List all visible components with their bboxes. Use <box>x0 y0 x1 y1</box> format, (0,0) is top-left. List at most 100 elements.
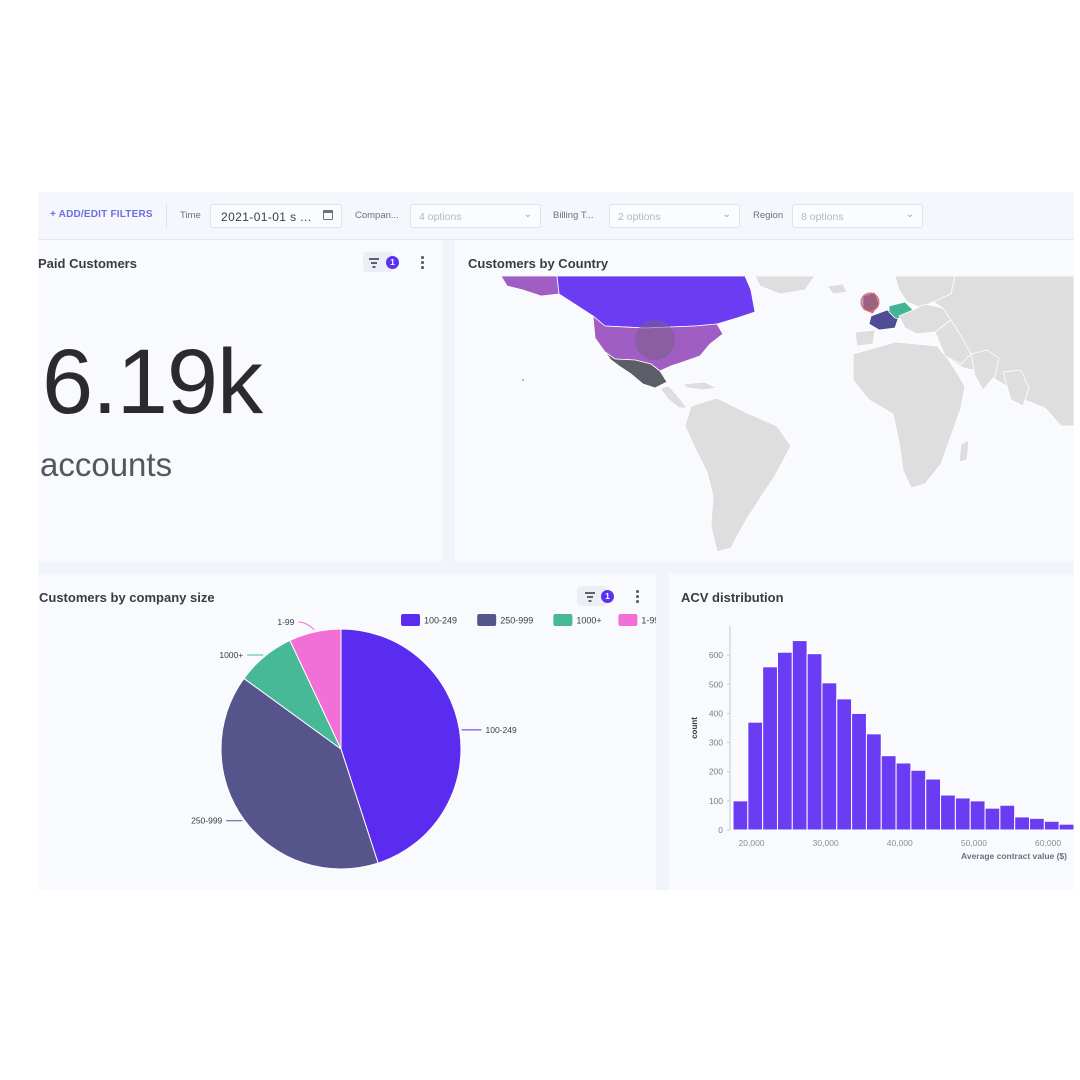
histogram-bar[interactable] <box>969 800 986 831</box>
pie-chart: 100-249 250-999 1000+ 1-99 100-249 250-999 100… <box>191 614 656 870</box>
histogram-bar[interactable] <box>910 769 927 831</box>
add-edit-filters-button[interactable]: + ADD/EDIT FILTERS <box>50 209 153 220</box>
map-greenland <box>754 276 816 295</box>
customers-by-company-size-card: Customers by company size 1 100-249 250-9… <box>38 574 656 890</box>
y-tick-label: 0 <box>718 825 723 835</box>
histogram-bar[interactable] <box>747 721 764 831</box>
legend-label: 1000+ <box>576 616 601 626</box>
pie-label-1000+: 1000+ <box>219 650 243 660</box>
pie-slice-100-249[interactable] <box>340 628 462 864</box>
map-hawaii <box>521 378 525 382</box>
y-tick-label: 500 <box>709 679 723 689</box>
legend-swatch <box>618 614 638 626</box>
legend-label: 1-99 <box>641 616 656 626</box>
histogram-bar[interactable] <box>836 698 853 831</box>
pie-label-250-999: 250-999 <box>191 816 222 826</box>
map-iberia <box>854 329 876 347</box>
map-iceland <box>826 283 848 295</box>
company-filter-placeholder: 4 options <box>419 211 462 223</box>
histogram-bar[interactable] <box>776 651 793 831</box>
histogram-bar[interactable] <box>1014 816 1031 831</box>
histogram-bar[interactable] <box>999 804 1016 831</box>
region-filter-placeholder: 8 options <box>801 211 844 223</box>
histogram-bar[interactable] <box>895 762 912 831</box>
legend-item-250-999[interactable]: 250-999 <box>477 614 533 626</box>
filter-icon <box>367 258 381 268</box>
map-caribbean <box>682 381 719 391</box>
x-tick-label: 20,000 <box>739 838 765 848</box>
x-tick-label: 50,000 <box>961 838 987 848</box>
time-filter-input[interactable]: 2021-01-01 s ... <box>210 204 342 228</box>
more-options-icon[interactable] <box>420 256 424 270</box>
pie-slice-250-999[interactable] <box>220 677 379 870</box>
calendar-icon <box>323 210 333 220</box>
metric-unit: accounts <box>40 446 173 483</box>
pie-label-1-99: 1-99 <box>277 617 294 627</box>
dashboard: + ADD/EDIT FILTERS Time 2021-01-01 s ...… <box>38 192 1074 890</box>
histogram-bar[interactable] <box>880 755 897 831</box>
y-tick-label: 300 <box>709 738 723 748</box>
legend-label: 250-999 <box>500 616 533 626</box>
histogram-bar[interactable] <box>865 733 882 831</box>
legend-item-100-249[interactable]: 100-249 <box>401 614 457 626</box>
chevron-down-icon: ⌄ <box>523 209 532 220</box>
card-title: ACV distribution <box>681 590 784 605</box>
histogram-bar[interactable] <box>1043 820 1060 831</box>
metric-value: 6.19k <box>42 331 263 433</box>
histogram-bar[interactable] <box>984 807 1001 831</box>
filter-count-badge: 1 <box>601 590 614 603</box>
histogram-bar[interactable] <box>925 778 942 831</box>
legend-swatch <box>553 614 573 626</box>
map-bubble-usa <box>635 320 675 360</box>
map-southeast-asia <box>1002 369 1030 407</box>
histogram-bar[interactable] <box>821 682 838 831</box>
billing-filter-select[interactable]: 2 options ⌄ <box>609 204 740 228</box>
histogram-bar[interactable] <box>762 666 778 831</box>
map-africa <box>852 341 966 489</box>
filter-indicator[interactable] <box>363 252 393 272</box>
x-axis-label: Average contract value ($) <box>961 851 1067 861</box>
map-mexico <box>604 351 668 389</box>
map-south-america <box>684 397 792 553</box>
company-filter-label: Compan... <box>355 210 399 221</box>
customers-by-country-card: Customers by Country <box>455 240 1074 562</box>
histogram-bar[interactable] <box>851 712 867 831</box>
histogram-bar[interactable] <box>732 800 749 831</box>
time-filter-value: 2021-01-01 s ... <box>221 210 312 224</box>
pie-slice-1-99[interactable] <box>289 628 342 750</box>
map-madagascar <box>958 439 970 463</box>
filter-bar: + ADD/EDIT FILTERS Time 2021-01-01 s ...… <box>38 192 1074 240</box>
world-map[interactable] <box>455 276 1074 562</box>
billing-filter-label: Billing T... <box>553 210 594 221</box>
region-filter-label: Region <box>753 210 784 221</box>
x-tick-label: 30,000 <box>813 838 839 848</box>
histogram-bar[interactable] <box>940 794 956 831</box>
histogram-bar[interactable] <box>954 797 971 831</box>
histogram-bar[interactable] <box>1058 823 1074 831</box>
card-title: Paid Customers <box>38 256 137 271</box>
more-options-icon[interactable] <box>635 590 639 604</box>
histogram-bar[interactable] <box>791 640 808 831</box>
chevron-down-icon: ⌄ <box>722 209 731 220</box>
company-filter-select[interactable]: 4 options ⌄ <box>410 204 541 228</box>
region-filter-select[interactable]: 8 options ⌄ <box>792 204 923 228</box>
divider <box>166 204 167 228</box>
x-tick-label: 40,000 <box>887 838 913 848</box>
y-tick-label: 100 <box>709 796 723 806</box>
pie-leader-line <box>298 621 315 631</box>
billing-filter-placeholder: 2 options <box>618 211 661 223</box>
acv-distribution-card: ACV distribution 0 100 200 300 400 500 600 coun… <box>669 574 1074 890</box>
map-india <box>970 349 1000 391</box>
legend-item-1-99[interactable]: 1-99 <box>618 614 656 626</box>
legend-item-1000+[interactable]: 1000+ <box>553 614 602 626</box>
map-bubble-uk <box>860 292 880 312</box>
map-central-america <box>659 385 688 409</box>
x-tick-label: 60,000 <box>1035 838 1061 848</box>
histogram-bar[interactable] <box>806 653 823 831</box>
legend-swatch <box>477 614 497 626</box>
card-title: Customers by company size <box>39 590 215 605</box>
y-axis-label: count <box>690 717 699 739</box>
histogram-bar[interactable] <box>1029 817 1045 831</box>
pie-label-100-249: 100-249 <box>485 725 516 735</box>
y-tick-label: 600 <box>709 650 723 660</box>
